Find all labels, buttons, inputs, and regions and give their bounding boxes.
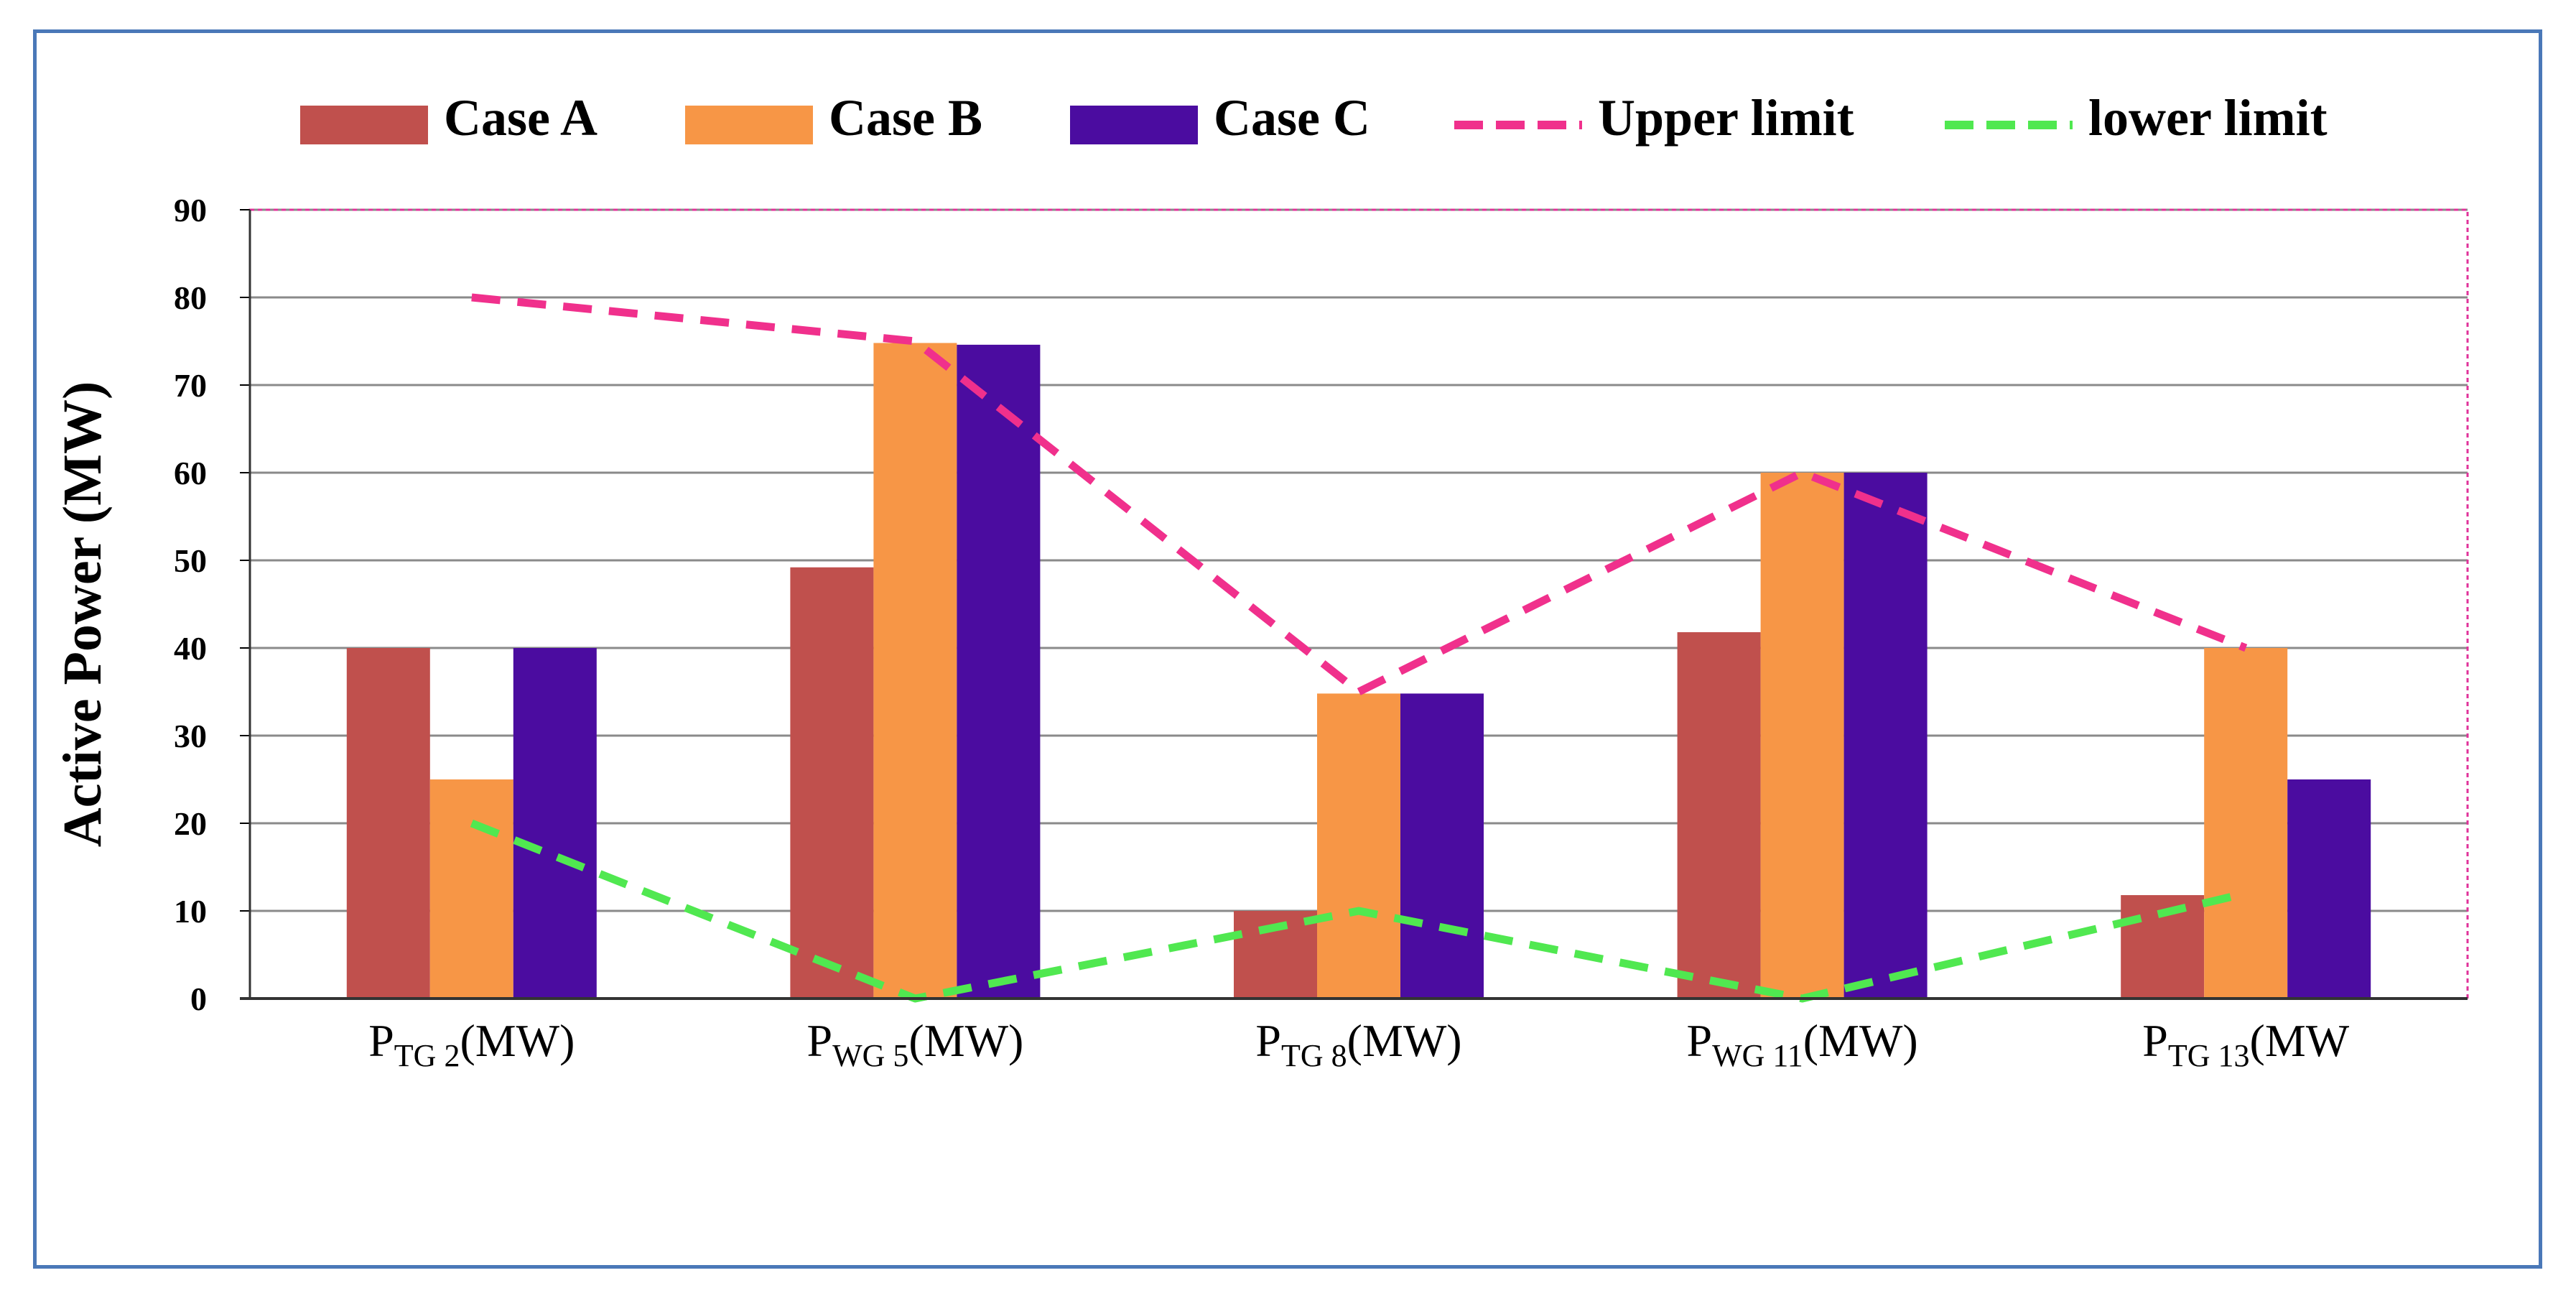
- y-axis-label: Active Power (MW): [52, 381, 113, 848]
- limit-lines: [470, 293, 2248, 1003]
- legend-swatch-case-b: [685, 106, 813, 144]
- y-tick-label: 90: [174, 192, 207, 228]
- y-tick-label: 80: [174, 279, 207, 316]
- line-upper-limit: [471, 293, 2248, 696]
- bar-case-c: [1843, 473, 1928, 999]
- y-tick-label: 20: [174, 805, 207, 842]
- bars: [346, 343, 2371, 999]
- x-axis-categories: PTG 2(MW) PWG 5(MW) PTG 8(MW) PWG 11(MW) PTG…: [368, 1015, 2350, 1073]
- bar-case-c: [957, 344, 1041, 999]
- line-lower-limit: [470, 819, 2247, 1003]
- legend: Case A Case B Case C Upper limit lower limit: [300, 89, 2328, 147]
- y-tick-label: 40: [174, 630, 207, 667]
- legend-label-upper-limit: Upper limit: [1598, 89, 1854, 147]
- axes: [240, 210, 2468, 1000]
- bar-case-b: [429, 779, 513, 999]
- bar-case-c: [1400, 693, 1484, 999]
- x-category-label: PWG 11(MW): [1686, 1015, 1917, 1073]
- x-category-label: PTG 8(MW): [1255, 1015, 1461, 1073]
- legend-label-case-a: Case A: [444, 89, 597, 147]
- x-category-label: PTG 2(MW): [368, 1015, 575, 1073]
- y-tick-label: 50: [174, 542, 207, 579]
- bar-case-a: [1677, 632, 1761, 999]
- bar-case-a: [346, 648, 430, 999]
- legend-label-case-c: Case C: [1214, 89, 1370, 147]
- y-tick-label: 10: [174, 893, 207, 930]
- y-tick-label: 30: [174, 718, 207, 754]
- legend-label-lower-limit: lower limit: [2088, 89, 2328, 147]
- y-axis-ticks: 0 10 20 30 40 50 60 70 80 90: [174, 192, 250, 1017]
- y-tick-label: 60: [174, 455, 207, 491]
- bar-case-c: [2287, 779, 2371, 999]
- legend-label-case-b: Case B: [829, 89, 982, 147]
- bar-case-b: [2204, 648, 2288, 999]
- bar-case-b: [873, 343, 957, 999]
- bar-case-b: [1317, 693, 1400, 999]
- bar-case-b: [1760, 473, 1844, 999]
- legend-swatch-case-c: [1070, 106, 1198, 144]
- y-tick-label: 70: [174, 367, 207, 404]
- bar-case-c: [513, 648, 597, 999]
- bar-case-a: [790, 567, 874, 999]
- x-category-label: PWG 5(MW): [806, 1015, 1023, 1073]
- legend-swatch-case-a: [300, 106, 428, 144]
- x-category-label: PTG 13(MW: [2142, 1015, 2349, 1073]
- y-tick-label: 0: [190, 981, 207, 1017]
